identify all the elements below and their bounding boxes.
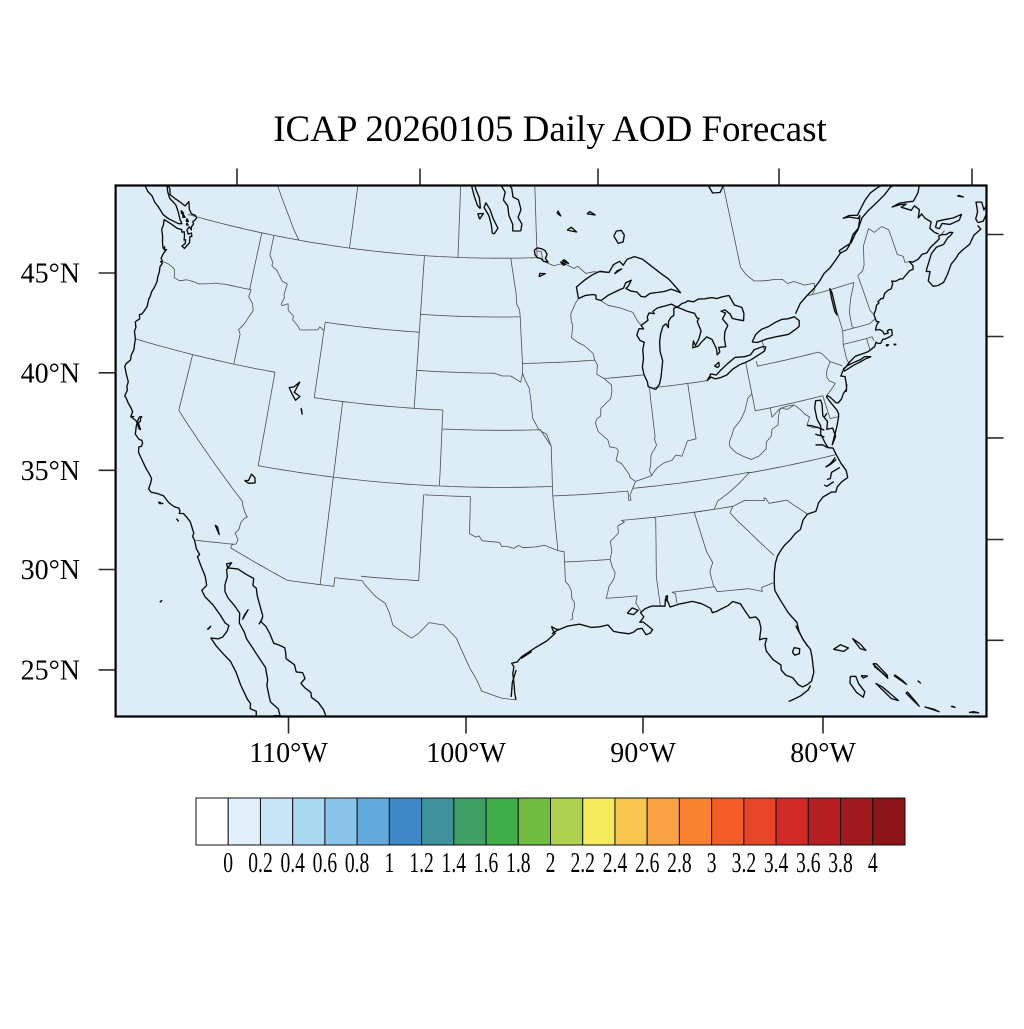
svg-text:4: 4 [868, 848, 878, 879]
svg-text:30°N: 30°N [21, 555, 80, 586]
svg-text:1: 1 [385, 848, 395, 879]
svg-text:3.6: 3.6 [796, 848, 820, 879]
svg-text:25°N: 25°N [21, 655, 80, 686]
svg-text:90°W: 90°W [610, 738, 676, 769]
svg-text:1.2: 1.2 [409, 848, 433, 879]
svg-text:3.4: 3.4 [764, 848, 788, 879]
svg-text:2.2: 2.2 [570, 848, 594, 879]
svg-text:2.4: 2.4 [603, 848, 627, 879]
svg-text:0: 0 [223, 848, 233, 879]
svg-text:45°N: 45°N [21, 259, 80, 290]
svg-text:110°W: 110°W [249, 738, 328, 769]
svg-text:40°N: 40°N [21, 358, 80, 389]
svg-text:0.8: 0.8 [345, 848, 369, 879]
svg-text:ICAP 20260105 Daily AOD Foreca: ICAP 20260105 Daily AOD Forecast [273, 109, 827, 150]
svg-text:1.6: 1.6 [474, 848, 498, 879]
svg-text:3.8: 3.8 [828, 848, 852, 879]
svg-text:2.6: 2.6 [635, 848, 659, 879]
svg-text:0.6: 0.6 [313, 848, 337, 879]
svg-text:2.8: 2.8 [667, 848, 691, 879]
svg-text:100°W: 100°W [426, 738, 506, 769]
svg-text:3.2: 3.2 [732, 848, 756, 879]
svg-text:80°W: 80°W [790, 738, 856, 769]
svg-text:1.4: 1.4 [442, 848, 466, 879]
svg-text:0.2: 0.2 [248, 848, 272, 879]
svg-text:1.8: 1.8 [506, 848, 530, 879]
svg-text:3: 3 [707, 848, 717, 879]
svg-text:2: 2 [546, 848, 556, 879]
svg-text:0.4: 0.4 [280, 848, 304, 879]
svg-text:35°N: 35°N [21, 456, 80, 487]
